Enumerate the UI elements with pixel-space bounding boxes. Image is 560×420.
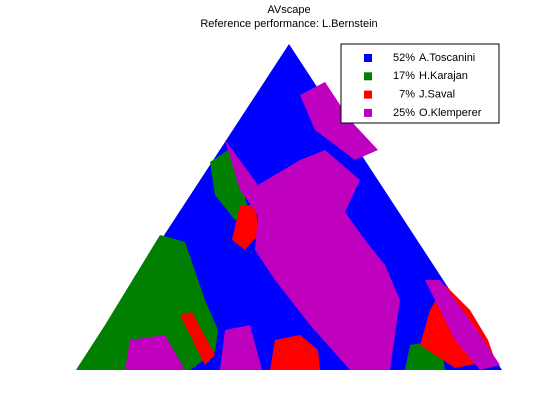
chart-title: AVscape (267, 4, 310, 16)
legend-swatch (364, 108, 372, 117)
legend-label: J.Saval (419, 89, 455, 101)
region (232, 205, 258, 250)
region (210, 150, 250, 220)
legend-value: 52% (393, 52, 415, 64)
region (76, 235, 218, 370)
chart-subtitle: Reference performance: L.Bernstein (200, 18, 377, 30)
region (220, 325, 262, 370)
region (90, 335, 115, 370)
plot-area (76, 44, 502, 370)
legend-label: O.Klemperer (419, 107, 482, 119)
legend-value: 17% (393, 70, 415, 82)
region (300, 82, 378, 160)
legend-swatch (364, 54, 372, 62)
legend-value: 7% (396, 89, 415, 101)
legend-label: H.Karajan (419, 70, 468, 82)
region (425, 280, 500, 370)
legend-label: A.Toscanini (419, 52, 475, 64)
region (270, 335, 320, 370)
legend: 52% A.Toscanini 17% H.Karajan 7% J.Saval 25% O… (340, 43, 500, 124)
legend-swatch (364, 90, 372, 99)
region (180, 312, 215, 365)
legend-swatch (364, 72, 372, 81)
legend-value: 25% (393, 107, 415, 119)
region (225, 140, 400, 370)
region (125, 335, 185, 370)
